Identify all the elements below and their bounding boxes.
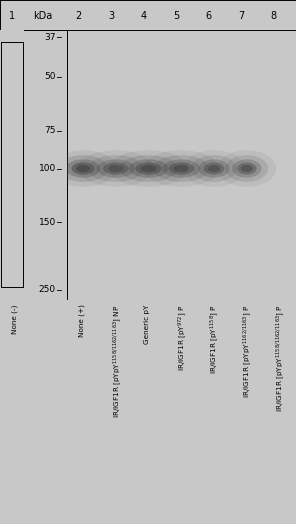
Ellipse shape: [72, 162, 94, 174]
Text: IR/IGF1R [pYpY$^{1162/1163}$] P: IR/IGF1R [pYpY$^{1162/1163}$] P: [241, 304, 254, 398]
Ellipse shape: [191, 155, 237, 182]
Text: 50: 50: [44, 72, 56, 81]
Text: 5: 5: [173, 12, 179, 21]
Ellipse shape: [154, 155, 209, 182]
Ellipse shape: [225, 155, 268, 182]
Ellipse shape: [241, 165, 253, 172]
Ellipse shape: [169, 162, 194, 174]
Ellipse shape: [109, 150, 188, 187]
Text: 75: 75: [44, 126, 56, 135]
Text: 8: 8: [271, 12, 277, 21]
Ellipse shape: [232, 159, 261, 178]
Text: Generic pY: Generic pY: [144, 304, 149, 344]
Ellipse shape: [120, 155, 178, 182]
Ellipse shape: [163, 159, 200, 178]
Text: 6: 6: [206, 12, 212, 21]
Ellipse shape: [78, 150, 154, 187]
Text: 250: 250: [39, 285, 56, 294]
Ellipse shape: [103, 162, 128, 174]
Text: IR/IGF1R [pYpY$^{1158/1162/1163}$] NP: IR/IGF1R [pYpY$^{1158/1162/1163}$] NP: [111, 304, 124, 418]
Ellipse shape: [129, 159, 168, 178]
Ellipse shape: [88, 155, 144, 182]
Ellipse shape: [199, 159, 230, 178]
Ellipse shape: [66, 159, 100, 178]
Text: IR/IGF1R [pYpY$^{1158/1162/1163}$] P: IR/IGF1R [pYpY$^{1158/1162/1163}$] P: [274, 304, 287, 412]
Ellipse shape: [204, 162, 224, 174]
Text: 37: 37: [44, 32, 56, 42]
Text: IR/IGF1R [pY$^{1158}$] P: IR/IGF1R [pY$^{1158}$] P: [209, 304, 221, 374]
Text: 1: 1: [9, 12, 15, 21]
Ellipse shape: [183, 150, 245, 187]
Text: 4: 4: [141, 12, 147, 21]
Text: 150: 150: [38, 217, 56, 226]
Ellipse shape: [218, 150, 276, 187]
Ellipse shape: [174, 165, 189, 172]
Text: None (-): None (-): [12, 304, 18, 334]
Ellipse shape: [135, 162, 162, 174]
Text: IR/IGF1R [pY$^{972}$] P: IR/IGF1R [pY$^{972}$] P: [176, 304, 189, 371]
Ellipse shape: [141, 165, 157, 172]
Text: 3: 3: [108, 12, 114, 21]
Text: None (+): None (+): [78, 304, 85, 337]
Text: 100: 100: [38, 164, 56, 173]
Ellipse shape: [76, 165, 90, 172]
Text: kDa: kDa: [33, 12, 53, 21]
Ellipse shape: [144, 150, 219, 187]
Text: 7: 7: [238, 12, 244, 21]
Ellipse shape: [49, 150, 118, 187]
Ellipse shape: [108, 165, 123, 172]
Text: 2: 2: [75, 12, 82, 21]
Ellipse shape: [208, 165, 220, 172]
Ellipse shape: [97, 159, 135, 178]
Ellipse shape: [58, 155, 108, 182]
Ellipse shape: [237, 162, 257, 174]
